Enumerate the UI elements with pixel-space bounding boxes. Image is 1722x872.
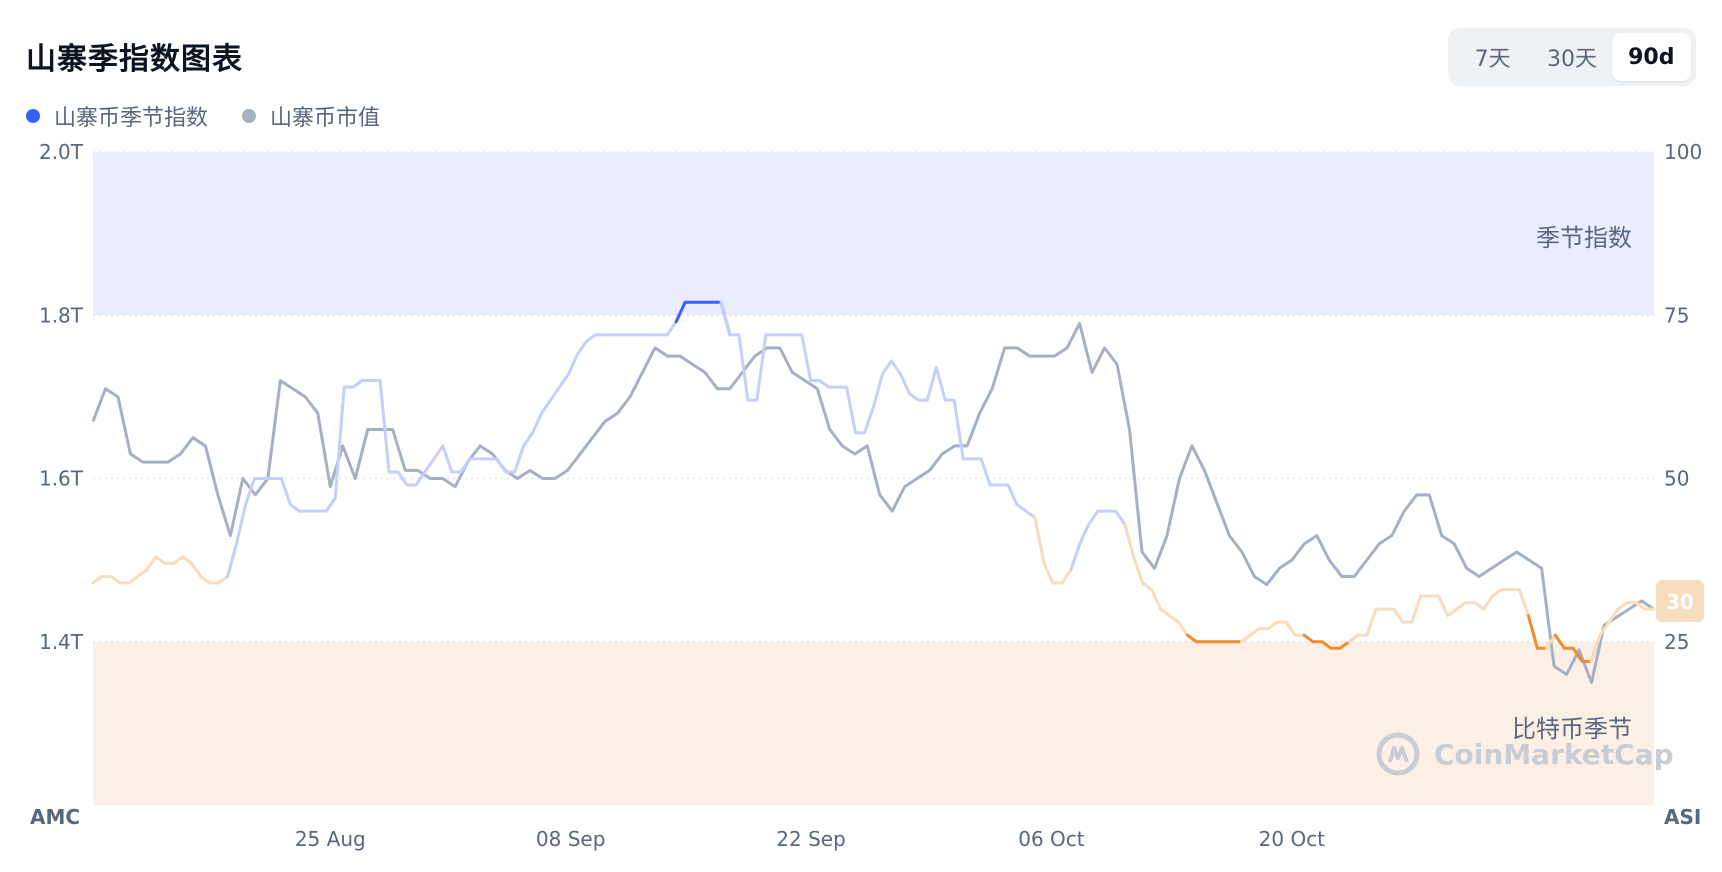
badge-value: 30 [1666,590,1694,614]
y-left-tick-label: 1.8T [39,303,84,327]
bitcoin-season-zone [93,642,1654,805]
season-index-segment [1123,522,1198,644]
season-index-segment [226,300,687,578]
cmc-logo-icon [1376,732,1420,776]
market-cap-line [91,321,1655,685]
y-right-tick-label: 25 [1664,630,1689,654]
badge-background [1656,580,1704,622]
range-30d-button[interactable]: 30天 [1546,47,1597,72]
legend-dot-blue [26,109,40,123]
page-title: 山寨季指数图表 [26,42,243,77]
range-90d-button[interactable]: 90d [1611,33,1691,81]
bitcoin-zone-label: 比特币季节 [1512,715,1632,743]
y-right-tick-label: 50 [1664,467,1689,491]
time-range-selector: 7天 30天 90d [1448,28,1696,86]
legend-item-market-cap[interactable]: 山寨币市值 [242,100,380,132]
legend-dot-gray [242,109,257,123]
cmc-logo-mark [1388,746,1409,763]
y-right-tick-label: 75 [1664,303,1689,327]
altcoin-zone-label: 季节指数 [1536,224,1632,252]
altcoin-season-zone [93,152,1654,315]
season-index-segment [1069,509,1136,572]
grid-lines [93,151,1654,643]
watermark-logo: CoinMarketCap [1376,732,1674,776]
y-right-tick-label: 100 [1664,140,1702,164]
x-tick-label: 20 Oct [1259,827,1326,851]
x-tick-label: 08 Sep [536,827,606,851]
season-index-segment [719,300,1046,565]
y-left-tick-label: 1.4T [39,630,84,654]
season-index-segment [91,542,239,585]
season-index-segment [1239,620,1315,644]
x-tick-label: 25 Aug [295,827,366,851]
season-index-segment [1589,601,1656,663]
axis-labels: 1.4T 1.6T 1.8T 2.0T 25 50 75 100 AMC ASI 25 Aug 08 … [30,140,1702,851]
season-index-segment [1033,516,1082,585]
season-index-segment [1347,588,1539,650]
y-left-axis-label: AMC [30,805,80,829]
x-tick-label: 06 Oct [1018,827,1085,851]
legend-label-altcoin-index: 山寨币季节指数 [54,106,209,131]
chart-legend: 山寨币季节指数 山寨币市值 [26,100,380,132]
x-tick-label: 22 Sep [776,827,846,851]
legend-item-altcoin-index[interactable]: 山寨币季节指数 [26,100,208,132]
y-left-tick-label: 2.0T [39,140,84,164]
range-7d-button[interactable]: 7天 [1474,47,1511,72]
series-lines [91,300,1656,685]
current-value-badge: 30 [1656,580,1704,622]
legend-label-market-cap: 山寨币市值 [270,106,381,131]
watermark-text: CoinMarketCap [1434,738,1674,771]
y-right-axis-label: ASI [1664,805,1701,829]
y-left-tick-label: 1.6T [39,467,84,491]
